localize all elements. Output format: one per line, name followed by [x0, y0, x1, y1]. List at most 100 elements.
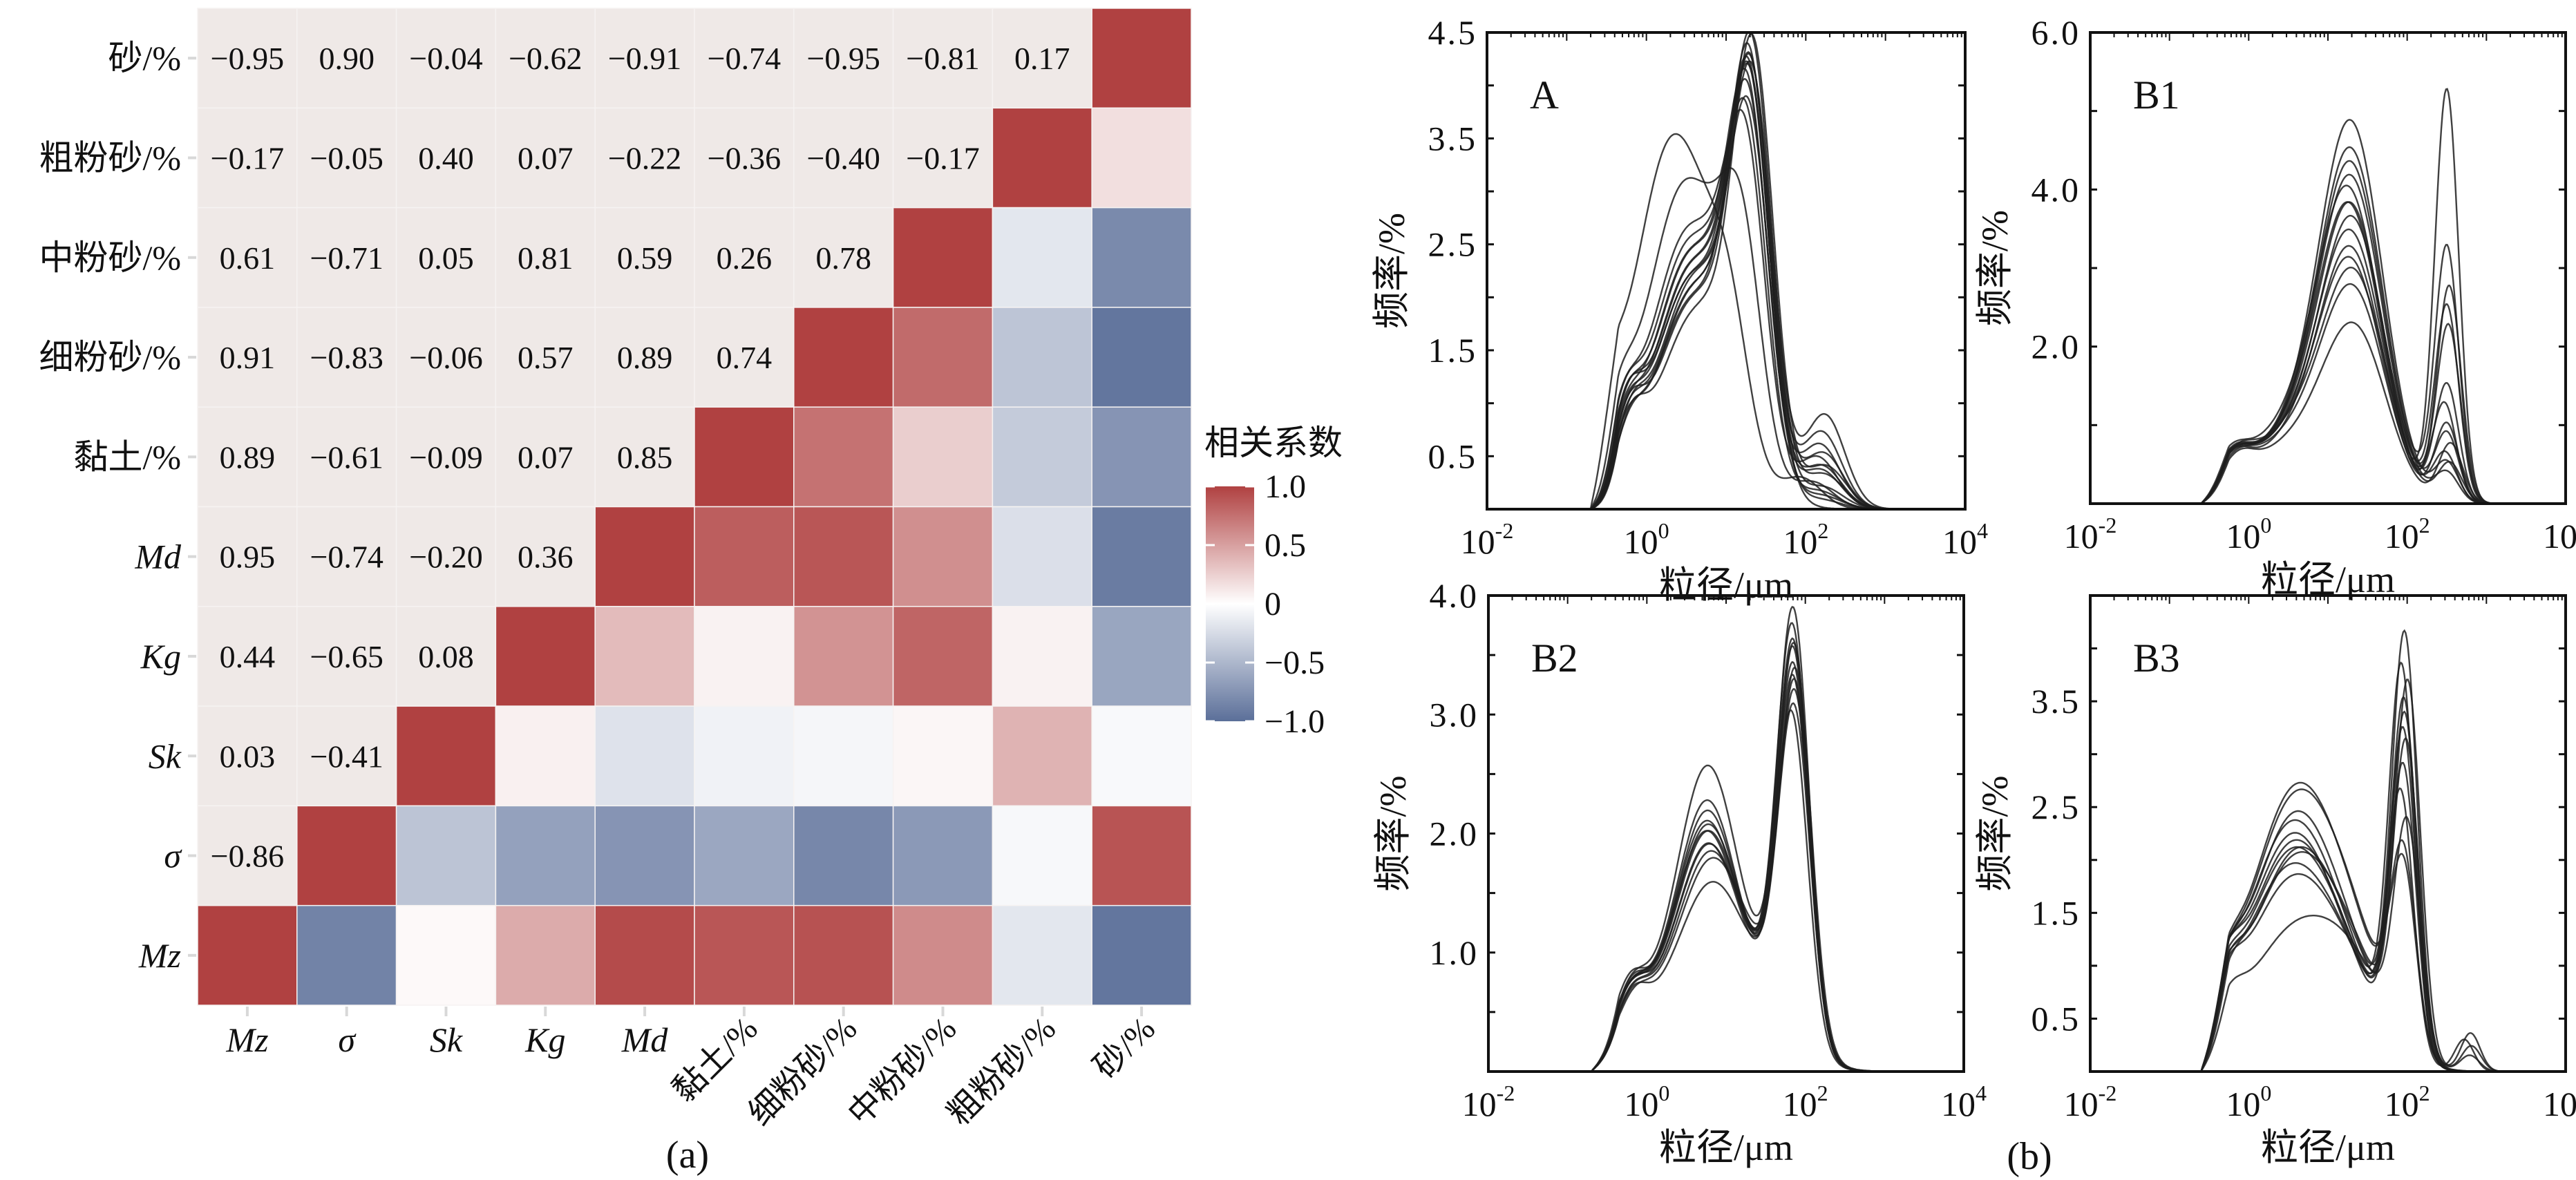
size-distribution-curve — [2200, 283, 2533, 504]
heatmap-value-label: 0.07 — [518, 439, 574, 475]
size-distribution-curve — [2200, 696, 2533, 1072]
col-label: 砂/% — [1087, 1010, 1162, 1085]
row-label: 中粉砂/% — [39, 238, 181, 277]
heatmap-value-cell — [594, 207, 695, 308]
x-tick-exponent: 4 — [1977, 518, 1988, 543]
heatmap-value-cell — [495, 207, 596, 308]
heatmap-color-cell — [594, 506, 695, 607]
y-tick-label: 3.0 — [1430, 695, 1479, 734]
x-tick-exponent: 2 — [1817, 518, 1828, 543]
heatmap-color-cell — [892, 406, 994, 508]
grain-size-plots: A0.51.52.53.54.510-2 100 102 104粒径/μm频率/%B1… — [1371, 13, 2576, 1168]
heatmap-value-cell — [296, 506, 397, 607]
curve-group — [1589, 32, 1933, 509]
x-tick-base: 10 — [1941, 1085, 1976, 1123]
heatmap-color-cell — [1091, 8, 1192, 109]
heatmap-value-label: 0.03 — [220, 739, 276, 774]
x-tick-exponent: 0 — [1658, 1081, 1669, 1105]
heatmap-color-cell — [892, 904, 994, 1006]
x-tick-base: 10 — [1462, 1085, 1497, 1123]
correlation-heatmap: 砂/% −0.95 0.90 −0.04 −0.62 −0.91 −0.74 −0.95 −0.… — [39, 8, 1192, 1132]
heatmap-value-cell — [296, 307, 397, 408]
row-label: 粗粉砂/% — [39, 138, 181, 177]
heatmap-value-cell — [594, 307, 695, 408]
row-label: Kg — [140, 637, 181, 676]
colorbar-label: 0 — [1265, 586, 1281, 622]
size-distribution-curve — [1591, 637, 1931, 1072]
y-tick-label: 3.5 — [2032, 682, 2081, 721]
heatmap-legend: 相关系数 1.0 0.5 0 −0.5 −1.0 — [1204, 424, 1343, 740]
heatmap-value-label: 0.26 — [717, 240, 773, 276]
heatmap-color-cell — [992, 307, 1092, 408]
x-tick-label: 10-2 — [2064, 1081, 2117, 1123]
heatmap-color-cell — [793, 705, 894, 807]
heatmap-color-cell — [694, 705, 795, 807]
heatmap-color-cell — [793, 805, 894, 906]
size-distribution-curve — [1591, 641, 1931, 1072]
x-tick-exponent: -2 — [2099, 513, 2117, 537]
y-tick-label: 2.0 — [2032, 327, 2081, 366]
size-distribution-curve — [2200, 201, 2533, 504]
panel-label: B2 — [1531, 636, 1578, 681]
size-distribution-curve — [2200, 184, 2533, 504]
heatmap-value-cell — [197, 207, 298, 308]
y-tick-label: 2.5 — [1428, 225, 1478, 264]
heatmap-value-label: 0.89 — [617, 340, 673, 375]
heatmap-value-label: 0.59 — [617, 240, 673, 276]
heatmap-color-cell — [992, 904, 1092, 1006]
y-tick-label: 2.5 — [2032, 788, 2081, 826]
y-tick-label: 0.5 — [1428, 437, 1478, 475]
row-label: 黏土/% — [73, 437, 181, 476]
heatmap-value-cell — [296, 8, 397, 109]
y-tick-label: 2.0 — [1430, 815, 1479, 853]
heatmap-color-cell — [793, 606, 894, 707]
heatmap-value-label: 0.36 — [518, 540, 574, 575]
col-label: 粗粉砂/% — [940, 1010, 1063, 1132]
x-axis-label: 粒径/μm — [1659, 1127, 1793, 1168]
heatmap-color-cell — [992, 406, 1092, 508]
heatmap-color-cell — [594, 805, 695, 906]
heatmap-value-cell — [296, 207, 397, 308]
y-tick-label: 1.5 — [1428, 331, 1478, 370]
heatmap-value-label: 0.57 — [518, 340, 574, 375]
heatmap-value-cell — [395, 207, 497, 308]
size-distribution-curve — [1590, 51, 1933, 509]
row-label: 细粉砂/% — [39, 338, 181, 377]
heatmap-value-label: 0.78 — [815, 240, 871, 276]
heatmap-value-label: 0.44 — [220, 639, 276, 674]
heatmap-value-cell — [793, 207, 894, 308]
size-distribution-curve — [2200, 678, 2533, 1072]
heatmap-color-cell — [1091, 705, 1192, 807]
panel-label: B1 — [2133, 73, 2180, 117]
heatmap-color-cell — [197, 904, 298, 1006]
heatmap-color-cell — [1091, 107, 1192, 209]
x-tick-exponent: 4 — [1976, 1081, 1987, 1105]
x-tick-label: 100 — [2226, 513, 2271, 555]
size-distribution-curve — [1591, 687, 1931, 1072]
x-tick-base: 10 — [2064, 517, 2099, 555]
heatmap-color-cell — [594, 904, 695, 1006]
x-tick-label: 104 — [2543, 1081, 2576, 1123]
heatmap-value-cell — [197, 705, 298, 807]
row-label: σ — [164, 837, 182, 875]
heatmap-value-label: −0.74 — [310, 540, 383, 575]
heatmap-color-cell — [892, 606, 994, 707]
heatmap-value-cell — [296, 107, 397, 209]
heatmap-value-label: −0.40 — [806, 140, 880, 175]
y-tick-label: 3.5 — [1428, 119, 1478, 158]
x-tick-exponent: 2 — [2419, 513, 2430, 537]
heatmap-color-cell — [992, 207, 1092, 308]
heatmap-value-label: 0.74 — [717, 340, 773, 375]
heatmap-value-label: −0.91 — [608, 41, 681, 76]
size-distribution-curve — [2200, 146, 2533, 504]
y-axis-label: 频率/% — [1371, 213, 1412, 329]
x-axis-label: 粒径/μm — [2261, 559, 2395, 600]
y-tick-label: 1.0 — [1430, 933, 1479, 972]
heatmap-value-label: 0.91 — [220, 340, 276, 375]
x-tick-label: 104 — [1941, 1081, 1987, 1123]
heatmap-value-label: −0.81 — [906, 41, 979, 76]
heatmap-color-cell — [395, 705, 497, 807]
